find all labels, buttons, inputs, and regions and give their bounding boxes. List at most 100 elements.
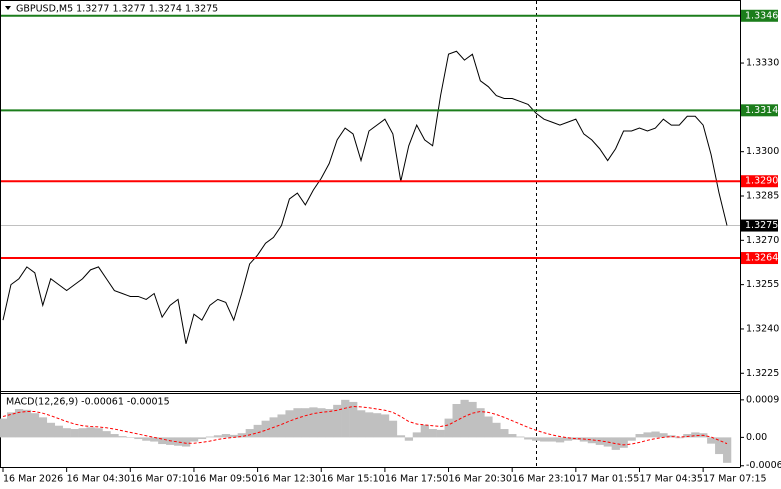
histogram-bar (142, 437, 151, 441)
x-tick-label: 16 Mar 15:10 (321, 474, 384, 485)
x-tick-label: 16 Mar 23:10 (512, 474, 575, 485)
chart-title: GBPUSD,M5 1.3277 1.3277 1.3274 1.3275 (16, 4, 218, 15)
histogram-bar (30, 413, 40, 438)
histogram-bar (396, 435, 406, 438)
histogram-bar (691, 432, 700, 438)
histogram-bar (158, 437, 167, 445)
histogram-bar (229, 434, 239, 438)
histogram-bar (468, 401, 477, 438)
y-tick-label: 0.00 (746, 432, 767, 443)
histogram-bar (253, 424, 262, 438)
histogram-bar (420, 424, 429, 438)
histogram-bar (221, 434, 231, 438)
x-tick-label: 17 Mar 04:35 (639, 474, 702, 485)
histogram-bar (388, 420, 398, 438)
histogram-bar (245, 429, 254, 438)
x-tick-label: 16 Mar 04:30 (67, 474, 130, 485)
y-tick-label: 1.3270 (746, 235, 779, 246)
level-box (741, 9, 778, 22)
histogram-bar (723, 437, 732, 463)
histogram-bar (532, 437, 541, 441)
histogram-bar (46, 422, 56, 438)
histogram-bar (197, 437, 207, 440)
histogram-bar (659, 433, 668, 438)
histogram-bar (611, 437, 620, 450)
level-label: 1.3264 (745, 253, 778, 264)
histogram-bar (54, 425, 63, 438)
histogram-bar (619, 437, 628, 448)
histogram-bar (547, 437, 557, 442)
histogram-bar (500, 429, 509, 438)
level-box (741, 104, 778, 117)
x-tick-label: 16 Mar 09:50 (194, 474, 257, 485)
y-tick-label: 0.0009 (746, 394, 779, 405)
histogram-bar (86, 427, 95, 438)
histogram-bar (349, 401, 358, 438)
histogram-bar (627, 437, 636, 441)
histogram-bar (0, 418, 8, 438)
histogram-bar (365, 412, 374, 438)
y-tick-label: 1.3255 (746, 279, 779, 290)
histogram-bar (182, 437, 191, 447)
histogram-bar (189, 437, 199, 442)
histogram-bar (667, 435, 676, 438)
histogram-bar (205, 436, 215, 438)
y-tick-label: 1.3285 (746, 191, 779, 202)
x-tick-label: 16 Mar 2026 (3, 474, 63, 485)
histogram-bar (301, 408, 310, 438)
current-price-box (741, 219, 778, 232)
x-tick-label: 16 Mar 12:30 (258, 474, 321, 485)
histogram-bar (428, 429, 437, 438)
histogram-bar (587, 437, 597, 444)
histogram-bar (70, 429, 79, 438)
histogram-bar (707, 437, 716, 444)
histogram-bar (651, 431, 660, 438)
y-tick-label: -0.00068 (746, 460, 781, 471)
x-tick-label: 16 Mar 07:10 (130, 474, 193, 485)
menu-arrow[interactable] (5, 6, 11, 10)
histogram-bar (325, 409, 334, 438)
y-tick-label: 1.3330 (746, 58, 779, 69)
histogram-bar (126, 437, 135, 438)
histogram-bar (524, 437, 533, 440)
histogram-bar (293, 408, 302, 438)
histogram-bar (78, 428, 87, 438)
histogram-bar (285, 410, 294, 438)
y-tick-label: 1.3240 (746, 323, 779, 334)
y-tick-label: 1.3300 (746, 146, 779, 157)
signal-line (2, 406, 728, 446)
x-tick-label: 16 Mar 17:50 (385, 474, 448, 485)
histogram-bar (150, 437, 159, 442)
histogram-bar (317, 408, 326, 438)
histogram-bar (309, 407, 318, 438)
histogram-bar (540, 437, 549, 442)
histogram-bar (635, 434, 644, 438)
histogram-bar (38, 417, 48, 438)
level-label: 1.3314 (745, 105, 778, 116)
histogram-bar (444, 418, 453, 438)
histogram-bar (110, 434, 119, 438)
histogram-bar (643, 432, 652, 438)
histogram-bar (14, 409, 24, 438)
level-box (741, 175, 778, 188)
price-line (2, 50, 728, 344)
histogram-bar (563, 437, 573, 441)
histogram-bar (675, 437, 684, 439)
histogram-bar (118, 436, 127, 438)
histogram-bar (404, 437, 414, 441)
histogram-bar (508, 434, 517, 438)
histogram-bar (261, 420, 270, 438)
x-tick-label: 17 Mar 01:55 (576, 474, 639, 485)
histogram-bar (476, 408, 485, 438)
histogram-bar (333, 404, 342, 438)
histogram-bar (94, 428, 103, 438)
histogram-bar (134, 437, 143, 440)
histogram-bar (6, 412, 16, 438)
histogram-bar (213, 435, 223, 438)
histogram-bar (372, 413, 382, 438)
histogram-bar (237, 433, 246, 438)
histogram-bar (683, 434, 692, 438)
